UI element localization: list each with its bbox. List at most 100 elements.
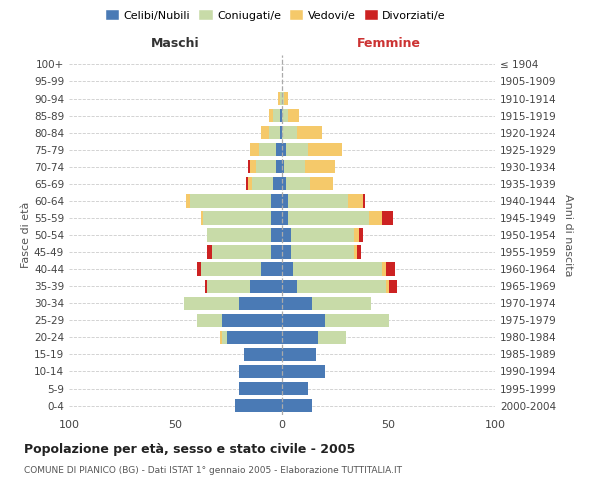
Bar [271, 228, 282, 241]
Bar [325, 314, 389, 327]
Bar [208, 280, 250, 293]
Bar [290, 228, 355, 241]
Bar [282, 399, 312, 412]
Bar [223, 314, 282, 327]
Y-axis label: Fasce di età: Fasce di età [21, 202, 31, 268]
Bar [190, 194, 271, 207]
Bar [297, 280, 386, 293]
Bar [305, 160, 335, 173]
Bar [310, 177, 333, 190]
Bar [250, 143, 259, 156]
Bar [244, 348, 282, 361]
Bar [284, 92, 289, 105]
Bar [269, 109, 274, 122]
Bar [282, 228, 290, 241]
Bar [248, 160, 250, 173]
Bar [205, 280, 208, 293]
Bar [289, 109, 299, 122]
Bar [227, 330, 282, 344]
Bar [259, 143, 275, 156]
Bar [235, 399, 282, 412]
Text: Femmine: Femmine [356, 37, 421, 50]
Bar [208, 246, 212, 258]
Bar [250, 280, 282, 293]
Bar [282, 194, 289, 207]
Bar [282, 296, 312, 310]
Bar [197, 314, 223, 327]
Bar [274, 177, 282, 190]
Bar [282, 143, 286, 156]
Bar [250, 160, 256, 173]
Bar [386, 262, 395, 276]
Bar [282, 177, 286, 190]
Bar [197, 262, 201, 276]
Bar [280, 92, 282, 105]
Bar [278, 92, 280, 105]
Bar [282, 246, 290, 258]
Y-axis label: Anni di nascita: Anni di nascita [563, 194, 573, 276]
Bar [261, 126, 269, 140]
Bar [239, 296, 282, 310]
Bar [256, 160, 275, 173]
Bar [223, 330, 227, 344]
Bar [290, 246, 355, 258]
Text: COMUNE DI PIANICO (BG) - Dati ISTAT 1° gennaio 2005 - Elaborazione TUTTITALIA.IT: COMUNE DI PIANICO (BG) - Dati ISTAT 1° g… [24, 466, 402, 475]
Bar [274, 109, 280, 122]
Bar [282, 109, 289, 122]
Bar [370, 212, 382, 224]
Bar [246, 177, 248, 190]
Bar [201, 262, 260, 276]
Bar [386, 280, 389, 293]
Bar [286, 143, 308, 156]
Bar [271, 212, 282, 224]
Bar [271, 246, 282, 258]
Bar [284, 160, 305, 173]
Bar [271, 194, 282, 207]
Bar [318, 330, 346, 344]
Bar [289, 212, 370, 224]
Bar [282, 262, 293, 276]
Bar [201, 212, 203, 224]
Bar [286, 177, 310, 190]
Legend: Celibi/Nubili, Coniugati/e, Vedovi/e, Divorziati/e: Celibi/Nubili, Coniugati/e, Vedovi/e, Di… [101, 6, 451, 25]
Bar [348, 194, 363, 207]
Bar [282, 330, 318, 344]
Bar [359, 228, 363, 241]
Bar [389, 280, 397, 293]
Bar [382, 212, 393, 224]
Bar [203, 212, 271, 224]
Bar [280, 126, 282, 140]
Bar [282, 348, 316, 361]
Bar [356, 246, 361, 258]
Bar [239, 382, 282, 395]
Bar [275, 160, 282, 173]
Bar [275, 143, 282, 156]
Bar [280, 109, 282, 122]
Bar [186, 194, 190, 207]
Bar [282, 382, 308, 395]
Bar [355, 228, 359, 241]
Bar [252, 177, 274, 190]
Bar [282, 126, 297, 140]
Bar [282, 212, 289, 224]
Bar [212, 246, 271, 258]
Bar [282, 280, 297, 293]
Bar [363, 194, 365, 207]
Bar [355, 246, 356, 258]
Bar [289, 194, 348, 207]
Bar [239, 365, 282, 378]
Text: Popolazione per età, sesso e stato civile - 2005: Popolazione per età, sesso e stato civil… [24, 442, 355, 456]
Bar [260, 262, 282, 276]
Bar [382, 262, 386, 276]
Bar [282, 160, 284, 173]
Bar [282, 365, 325, 378]
Bar [297, 126, 322, 140]
Bar [282, 314, 325, 327]
Bar [282, 92, 284, 105]
Bar [293, 262, 382, 276]
Bar [208, 228, 271, 241]
Bar [248, 177, 252, 190]
Text: Maschi: Maschi [151, 37, 200, 50]
Bar [220, 330, 223, 344]
Bar [269, 126, 280, 140]
